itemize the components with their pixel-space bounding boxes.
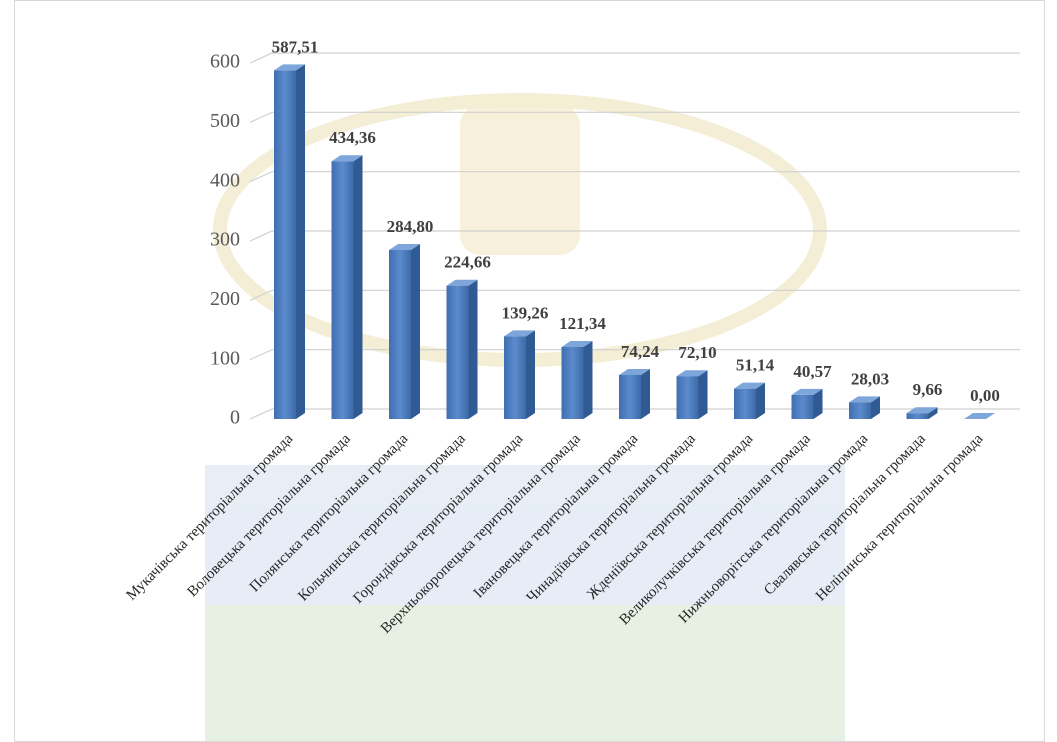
bar <box>849 402 871 419</box>
bar-top <box>849 396 880 403</box>
y-tick-label: 100 <box>210 347 240 369</box>
bar-side <box>698 370 708 419</box>
value-label: 224,66 <box>444 253 491 272</box>
bar-top <box>734 382 765 389</box>
bar <box>676 376 699 419</box>
value-label: 72,10 <box>678 343 716 362</box>
bar-side <box>756 382 765 419</box>
bar <box>504 336 526 419</box>
grid-line <box>249 408 1020 420</box>
bar-top <box>906 407 938 414</box>
bar-top <box>619 368 650 375</box>
grid-line <box>249 52 1020 64</box>
y-tick-label: 400 <box>210 169 240 191</box>
y-tick-label: 0 <box>230 407 240 429</box>
grid-line <box>249 111 1020 123</box>
bar <box>389 250 411 419</box>
bar-top <box>504 330 535 337</box>
y-tick-label: 600 <box>210 51 240 73</box>
bar <box>734 388 756 419</box>
bar-side <box>411 244 420 419</box>
watermark-panel <box>205 465 845 605</box>
bar <box>906 413 929 419</box>
bar-side <box>296 64 305 419</box>
bar-side <box>526 330 535 419</box>
value-label: 40,57 <box>793 362 832 381</box>
value-label: 0,00 <box>970 386 1000 405</box>
bar-side <box>353 155 363 420</box>
bar-top <box>331 155 363 162</box>
bar-side <box>871 396 880 419</box>
value-label: 434,36 <box>329 128 376 147</box>
watermark <box>205 93 845 742</box>
watermark-panel <box>205 605 845 742</box>
bar-top <box>964 413 995 419</box>
bar-side <box>468 279 478 419</box>
bar <box>446 285 469 419</box>
value-label: 121,34 <box>559 314 606 333</box>
bar-top <box>389 244 420 251</box>
bar <box>274 70 296 419</box>
bar-top <box>446 279 478 286</box>
grid-line <box>249 171 1020 183</box>
bar <box>619 374 641 419</box>
value-label: 139,26 <box>502 303 549 322</box>
bar-top <box>274 64 305 71</box>
value-label: 587,51 <box>272 37 319 56</box>
value-label: 284,80 <box>387 217 434 236</box>
bar-top <box>561 341 593 348</box>
bar-top <box>676 370 708 377</box>
bar-top <box>791 388 823 395</box>
grid-line <box>249 349 1020 361</box>
bar <box>331 161 354 420</box>
y-tick-label: 200 <box>210 288 240 310</box>
value-label: 74,24 <box>621 342 660 361</box>
grid-line <box>249 289 1020 301</box>
value-label: 28,03 <box>851 369 889 388</box>
value-label: 51,14 <box>736 356 775 375</box>
bar-side <box>813 388 823 419</box>
grid-line <box>249 230 1020 242</box>
bar <box>561 347 584 419</box>
watermark-emblem <box>460 105 580 255</box>
y-tick-label: 500 <box>210 110 240 132</box>
bar-side <box>641 368 650 419</box>
bar <box>791 394 814 419</box>
bar-side <box>583 341 593 419</box>
value-label: 9,66 <box>913 380 943 399</box>
y-tick-label: 300 <box>210 229 240 251</box>
bar-side <box>928 407 938 419</box>
